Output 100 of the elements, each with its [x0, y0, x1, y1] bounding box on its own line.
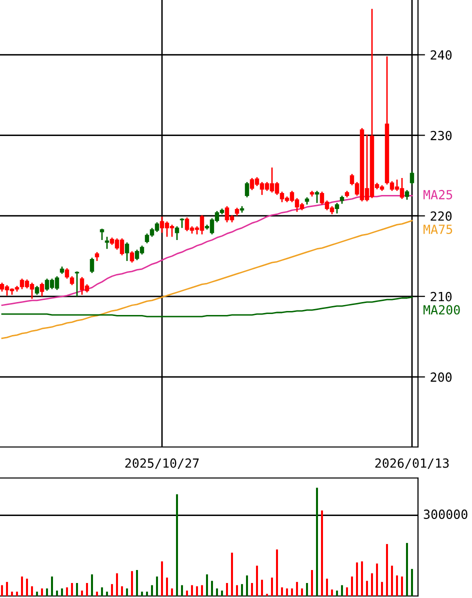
line-series [1, 220, 413, 339]
x-tick-label: 2026/01/13 [375, 458, 449, 469]
bar [156, 576, 158, 596]
candlestick [334, 202, 340, 214]
bar [276, 549, 278, 596]
bar [356, 562, 358, 596]
bar [96, 592, 98, 596]
bar [336, 590, 338, 596]
bar [56, 590, 58, 596]
candlestick [244, 181, 250, 198]
candlestick [64, 268, 70, 280]
x-tick-label: 2025/10/27 [125, 458, 199, 469]
candlestick [40, 282, 44, 298]
bar [206, 574, 208, 596]
bar [171, 588, 173, 596]
bar [51, 576, 53, 596]
y-tick-label: 200 [430, 372, 452, 382]
bar [291, 588, 293, 596]
bar [241, 584, 243, 596]
series-label: MA75 [424, 224, 452, 234]
bar [236, 585, 238, 596]
candlestick [74, 270, 80, 298]
bar [71, 583, 73, 596]
bar [296, 582, 298, 596]
y-tick-label: 210 [430, 292, 452, 302]
candlestick [410, 170, 414, 186]
line-series [1, 296, 413, 318]
bar [411, 568, 413, 596]
bar [151, 585, 153, 596]
bar [106, 592, 108, 596]
bar [6, 582, 8, 596]
bar [301, 588, 303, 596]
bar [221, 590, 223, 596]
bar [371, 573, 373, 596]
bar [401, 576, 403, 596]
bar [261, 580, 263, 596]
bar [26, 578, 28, 596]
y-tick-label: 240 [430, 50, 452, 60]
bar [31, 586, 33, 596]
text: 300000 [424, 510, 468, 520]
bar [196, 586, 198, 596]
bar [286, 588, 288, 596]
bar [316, 488, 318, 596]
candlestick [100, 228, 104, 241]
series-label: MA25 [424, 190, 452, 200]
bar [11, 592, 13, 596]
series-label: MA200 [424, 305, 460, 315]
bar [381, 582, 383, 596]
bar [181, 585, 183, 596]
bar [136, 570, 138, 596]
bar [211, 580, 213, 596]
bar [86, 583, 88, 596]
bar [251, 583, 253, 596]
candlestick [130, 250, 134, 264]
bar [396, 575, 398, 596]
candlestick [314, 190, 320, 204]
bar [146, 592, 148, 596]
bar [66, 587, 68, 596]
bar [161, 561, 163, 596]
bar [1, 585, 3, 596]
bar [246, 575, 248, 596]
bar [361, 561, 363, 596]
bar [271, 578, 273, 596]
bar [61, 588, 63, 596]
bar [46, 588, 48, 596]
bar [341, 585, 343, 596]
bar [101, 587, 103, 596]
y-tick-label: 230 [430, 130, 452, 140]
bar [406, 542, 408, 596]
candlestick [404, 189, 410, 200]
bar [226, 583, 228, 596]
candlestick [104, 236, 110, 250]
bar [201, 585, 203, 596]
bar [306, 583, 308, 596]
bar [326, 578, 328, 596]
y-tick-label: 220 [430, 211, 452, 221]
candlestick [90, 257, 94, 274]
bar [231, 552, 233, 596]
bar [191, 585, 193, 596]
bar [121, 586, 123, 596]
bar [131, 571, 133, 596]
bar [321, 510, 323, 596]
bar [81, 590, 83, 596]
bar [116, 573, 118, 596]
bar [166, 578, 168, 596]
bar [141, 592, 143, 596]
bar [41, 588, 43, 596]
bar [391, 566, 393, 596]
bar [186, 590, 188, 596]
bar [36, 592, 38, 596]
bar [216, 588, 218, 596]
bar [386, 544, 388, 596]
bar [176, 494, 178, 596]
bar [366, 580, 368, 596]
bar [331, 590, 333, 596]
bar [281, 587, 283, 596]
bar [76, 583, 78, 596]
bar [21, 576, 23, 596]
bar [91, 574, 93, 596]
bar [311, 570, 313, 596]
